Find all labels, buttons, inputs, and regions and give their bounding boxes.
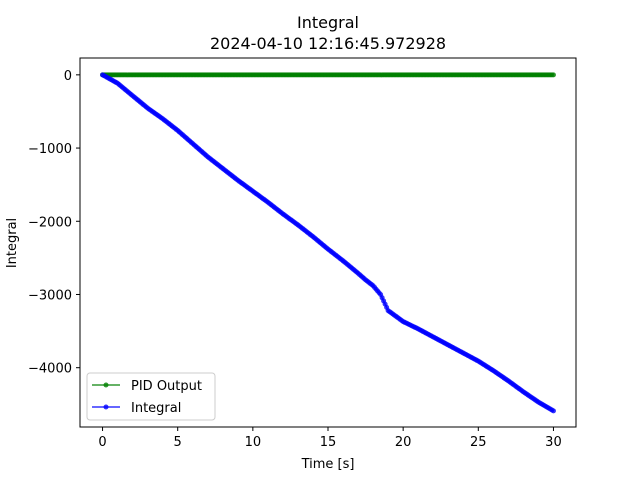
y-tick-label: −2000 [28,215,72,230]
x-tick-label: 20 [395,435,412,450]
y-tick-label: −1000 [28,142,72,157]
x-axis-label: Time [s] [301,457,355,472]
x-tick-label: 5 [174,435,182,450]
data-point-integral [550,408,556,414]
legend-marker-pid-output [103,382,109,388]
legend-label-pid-output: PID Output [131,379,202,394]
y-tick-label: 0 [64,69,72,84]
legend: PID Output Integral [86,372,216,421]
data-point-pid-output [550,72,556,78]
y-tick-label: −4000 [28,362,72,377]
x-tick-label: 0 [98,435,106,450]
chart-title: Integral [297,13,359,32]
series-layer [100,72,556,414]
chart-subtitle: 2024-04-10 12:16:45.972928 [210,34,446,53]
series-pid-output [100,72,556,78]
x-ticks: 0 5 10 15 20 25 30 [98,427,562,450]
y-axis-label: Integral [5,218,20,268]
x-tick-label: 30 [545,435,562,450]
legend-label-integral: Integral [131,401,181,416]
y-ticks: 0 −1000 −2000 −3000 −4000 [28,69,80,377]
series-integral [100,72,556,414]
x-tick-label: 10 [245,435,262,450]
x-tick-label: 15 [320,435,337,450]
x-tick-label: 25 [470,435,487,450]
y-tick-label: −3000 [28,288,72,303]
legend-marker-integral [103,404,109,410]
